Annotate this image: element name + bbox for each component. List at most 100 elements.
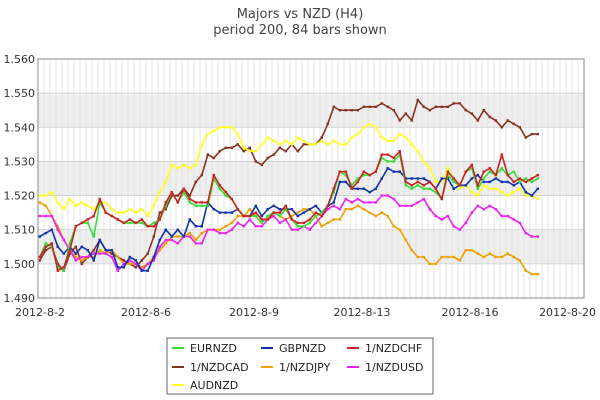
data-point [68, 252, 71, 255]
data-point [164, 180, 167, 184]
data-point [134, 266, 137, 269]
data-point [278, 214, 281, 218]
data-point [452, 225, 455, 228]
data-point [194, 204, 197, 208]
data-point [398, 132, 401, 136]
chart-title: Majors vs NZD (H4) [237, 7, 364, 22]
data-point [410, 204, 413, 208]
data-point [104, 252, 107, 255]
data-point [500, 214, 503, 218]
y-tick-label: 1.500 [4, 258, 36, 271]
data-point [404, 184, 407, 187]
data-point [344, 180, 347, 184]
data-point [140, 269, 143, 272]
data-point [200, 225, 203, 228]
data-point [152, 235, 155, 238]
data-point [338, 170, 341, 173]
data-point [260, 221, 263, 225]
data-point [242, 149, 245, 153]
data-point [68, 249, 71, 252]
data-point [464, 184, 467, 187]
data-point [44, 249, 47, 252]
data-point [440, 255, 443, 259]
data-point [518, 221, 521, 225]
data-point [206, 204, 209, 208]
data-point [428, 208, 431, 211]
data-point [392, 160, 395, 163]
data-point [368, 105, 371, 108]
data-point [290, 214, 293, 218]
data-point [518, 126, 521, 129]
y-tick-label: 1.550 [4, 87, 36, 100]
data-point [140, 259, 143, 262]
data-point [338, 180, 341, 184]
data-point [536, 272, 539, 276]
data-point [122, 211, 125, 214]
data-point [278, 211, 281, 214]
data-point [362, 201, 365, 204]
data-point [368, 122, 371, 126]
data-point [458, 102, 461, 105]
data-point [296, 136, 299, 139]
data-point [332, 139, 335, 143]
data-point [464, 249, 467, 252]
data-point [158, 218, 161, 221]
data-point [272, 139, 275, 143]
data-point [128, 221, 131, 225]
data-point [218, 211, 221, 214]
data-point [74, 252, 77, 255]
data-point [386, 153, 389, 156]
data-point [224, 126, 227, 129]
data-point [50, 214, 53, 218]
data-point [494, 119, 497, 122]
data-point [326, 143, 329, 146]
data-point [98, 197, 101, 201]
data-point [140, 208, 143, 211]
x-tick-label: 2012-8-2 [15, 306, 65, 319]
data-point [176, 235, 179, 238]
data-point [176, 228, 179, 231]
data-point [446, 177, 449, 180]
data-point [416, 255, 419, 259]
data-point [374, 126, 377, 129]
data-point [158, 211, 161, 214]
data-point [524, 190, 527, 194]
legend-label: 1/NZDJPY [279, 361, 331, 374]
data-point [338, 208, 341, 211]
data-point [56, 228, 59, 231]
data-point [230, 211, 233, 214]
data-point [212, 228, 215, 231]
data-point [434, 180, 437, 184]
data-point [404, 136, 407, 139]
series-1-nzdchf [38, 149, 539, 272]
data-point [356, 132, 359, 136]
data-point [104, 249, 107, 252]
data-point [308, 143, 311, 146]
data-point [80, 262, 83, 266]
data-point [254, 160, 257, 163]
data-point [92, 214, 95, 218]
data-point [170, 238, 173, 242]
data-point [92, 235, 95, 238]
data-point [416, 149, 419, 153]
data-point [368, 190, 371, 194]
data-point [488, 180, 491, 184]
data-point [92, 259, 95, 262]
data-point [458, 259, 461, 262]
data-point [224, 194, 227, 197]
data-point [296, 214, 299, 218]
data-point [452, 180, 455, 184]
data-point [332, 201, 335, 204]
data-point [386, 139, 389, 143]
data-point [62, 252, 65, 255]
data-point [230, 197, 233, 201]
data-point [38, 194, 41, 197]
data-point [290, 228, 293, 231]
data-point [194, 225, 197, 228]
data-point [284, 204, 287, 208]
data-point [110, 214, 113, 218]
data-point [110, 252, 113, 255]
data-point [284, 149, 287, 153]
data-point [440, 197, 443, 201]
